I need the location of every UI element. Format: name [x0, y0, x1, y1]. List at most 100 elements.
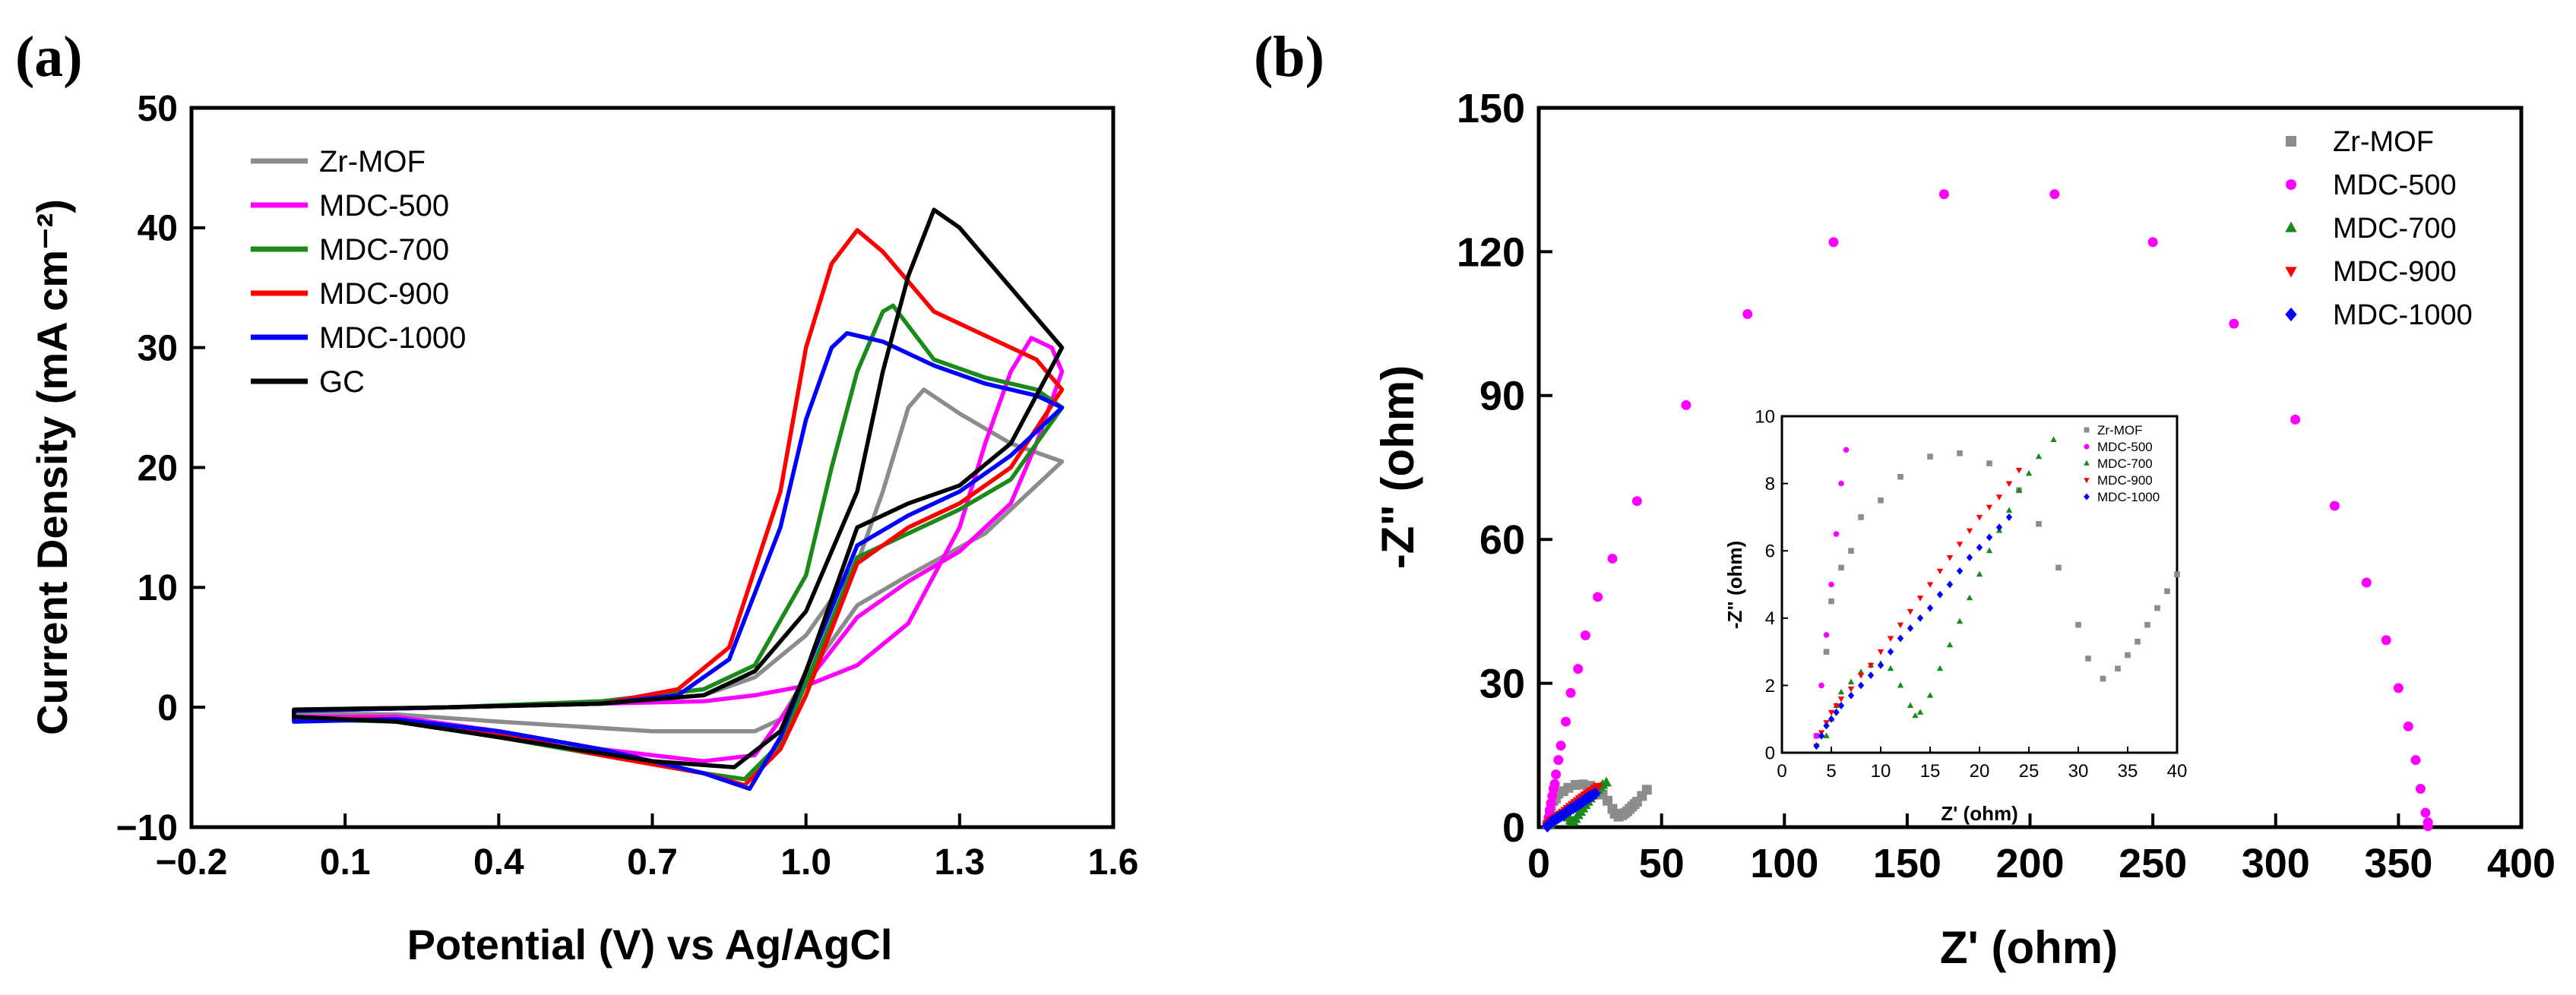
inset-point-mdc-700: [2015, 486, 2023, 493]
inset-point-mdc-900: [1976, 514, 1983, 521]
inset-point-mdc-900: [1936, 568, 1944, 575]
legend-marker-mdc-500: [2286, 179, 2296, 190]
inset-point-mdc-1000: [1823, 722, 1830, 730]
inset-legend-label-mdc-900: MDC-900: [2097, 473, 2153, 488]
inset-legend-marker-zr-mof: [2084, 427, 2090, 433]
inset-point-zr-mof: [1897, 473, 1904, 480]
inset-point-mdc-900: [1966, 528, 1973, 535]
panel-a-ylabel: Current Density (mA cm⁻²): [28, 199, 76, 735]
inset-xlabel: Z' (ohm): [1941, 802, 2018, 825]
legend-label-mdc-1000: MDC-1000: [2333, 299, 2473, 331]
panel-b-xlabel: Z' (ohm): [1940, 922, 2118, 973]
inset-point-mdc-1000: [1956, 567, 1964, 575]
inset-point-zr-mof: [2154, 605, 2160, 611]
inset-point-mdc-1000: [1857, 681, 1865, 690]
panel-a-xlabel: Potential (V) vs Ag/AgCl: [407, 921, 893, 968]
inset-point-mdc-700: [1966, 594, 1973, 601]
panel-b-xtick-label: 250: [2119, 841, 2187, 886]
eis-point-mdc-500: [1681, 400, 1691, 410]
cv-curve-gc: [292, 207, 1065, 769]
panel-a-ytick-label: 50: [138, 89, 178, 129]
legend-label-mdc-500: MDC-500: [319, 189, 449, 223]
inset-point-mdc-700: [1907, 702, 1914, 709]
inset-point-mdc-1000: [1837, 702, 1845, 709]
inset-point-mdc-700: [1926, 692, 1934, 698]
eis-point-mdc-500: [2329, 501, 2340, 511]
inset-point-mdc-1000: [1867, 671, 1875, 680]
inset-point-mdc-500: [1838, 480, 1844, 487]
inset-point-mdc-700: [1823, 732, 1830, 738]
inset-xtick-label: 0: [1777, 761, 1786, 782]
inset-point-mdc-1000: [1946, 580, 1954, 589]
inset-point-mdc-700: [2005, 507, 2013, 513]
eis-point-mdc-700: [1600, 776, 1612, 787]
inset-point-mdc-900: [1857, 673, 1865, 679]
panel-b-xtick-label: 400: [2487, 841, 2555, 886]
inset-point-mdc-900: [1887, 636, 1894, 642]
eis-point-mdc-500: [2393, 683, 2404, 693]
inset-point-mdc-900: [1877, 649, 1885, 655]
inset-frame: [1780, 415, 2179, 754]
legend-label-mdc-700: MDC-700: [319, 233, 449, 267]
panel-a-xtick-label: 1.3: [934, 842, 985, 883]
inset-xtick-label: 35: [2118, 761, 2138, 782]
inset-point-mdc-1000: [1907, 624, 1914, 633]
panel-a-label: (a): [15, 25, 83, 89]
eis-point-mdc-500: [1593, 592, 1603, 602]
panel-a-ytick-label: 0: [157, 688, 178, 728]
inset-point-mdc-900: [1986, 504, 1993, 511]
inset-point-mdc-900: [2015, 467, 2023, 474]
inset-legend-label-mdc-1000: MDC-1000: [2097, 490, 2160, 504]
inset-point-mdc-900: [1926, 582, 1934, 589]
inset-point-zr-mof: [2125, 652, 2131, 659]
inset-point-mdc-500: [1833, 531, 1840, 537]
inset-point-mdc-900: [1897, 622, 1904, 629]
inset-point-mdc-500: [1823, 632, 1830, 638]
legend-label-mdc-500: MDC-500: [2333, 169, 2457, 201]
panel-b-ytick-label: 150: [1457, 86, 1525, 131]
inset-point-mdc-1000: [1887, 648, 1894, 656]
inset-point-mdc-700: [1986, 547, 1993, 554]
panel-b-ytick-label: 30: [1479, 662, 1525, 707]
inset-point-mdc-700: [1897, 681, 1904, 688]
eis-point-mdc-500: [2423, 821, 2433, 832]
inset-point-zr-mof: [2085, 655, 2091, 662]
inset-point-mdc-1000: [1995, 523, 2003, 532]
eis-point-mdc-500: [2361, 577, 2372, 588]
inset-point-mdc-1000: [1926, 604, 1934, 612]
inset-point-mdc-900: [1867, 662, 1875, 669]
inset-point-mdc-1000: [1976, 543, 1983, 551]
inset-point-mdc-1000: [1847, 691, 1855, 700]
inset-point-zr-mof: [2135, 639, 2141, 645]
eis-point-mdc-500: [1573, 664, 1584, 674]
inset-point-mdc-500: [1818, 682, 1824, 689]
inset-legend-marker-mdc-500: [2084, 444, 2090, 450]
inset-point-zr-mof: [2174, 571, 2180, 578]
inset-point-zr-mof: [1823, 649, 1830, 655]
inset-ytick-label: 0: [1765, 743, 1775, 763]
inset-point-zr-mof: [1828, 598, 1834, 605]
inset-legend-marker-mdc-1000: [2084, 493, 2090, 501]
panel-a-xtick-label: 0.7: [627, 842, 678, 883]
inset-point-mdc-700: [1857, 668, 1865, 674]
eis-point-mdc-500: [1580, 630, 1590, 640]
inset-legend-marker-mdc-900: [2084, 478, 2090, 484]
panel-b-xtick-label: 150: [1873, 841, 1941, 886]
inset-point-mdc-700: [1936, 665, 1944, 671]
eis-point-mdc-1000: [1590, 787, 1601, 801]
legend-label-mdc-700: MDC-700: [2333, 213, 2457, 245]
eis-point-mdc-500: [1631, 496, 1642, 507]
inset-point-zr-mof: [2075, 621, 2081, 628]
inset-point-zr-mof: [2144, 621, 2150, 628]
eis-point-mdc-500: [1607, 553, 1618, 564]
panel-b-xtick-label: 0: [1527, 841, 1550, 886]
inset-point-mdc-700: [1956, 618, 1964, 624]
inset-xtick-label: 30: [2068, 761, 2089, 782]
panel-a-xtick-label: −0.2: [156, 842, 228, 883]
panel-a-ytick-label: 10: [138, 568, 178, 608]
legend-label-mdc-1000: MDC-1000: [319, 321, 466, 355]
eis-point-zr-mof: [1641, 785, 1652, 795]
inset-point-zr-mof: [1838, 564, 1844, 571]
eis-point-mdc-500: [2420, 807, 2431, 818]
